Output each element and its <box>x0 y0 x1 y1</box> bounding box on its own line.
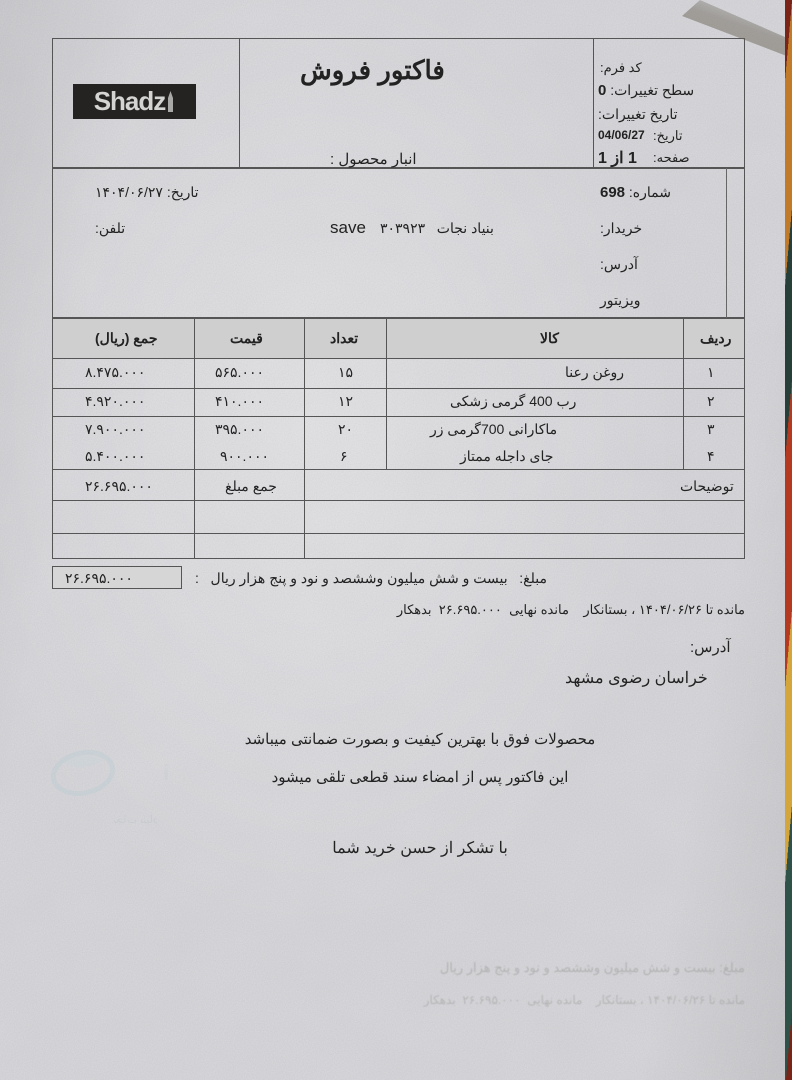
svg-text:نجات بنیاد: نجات بنیاد <box>113 814 158 826</box>
